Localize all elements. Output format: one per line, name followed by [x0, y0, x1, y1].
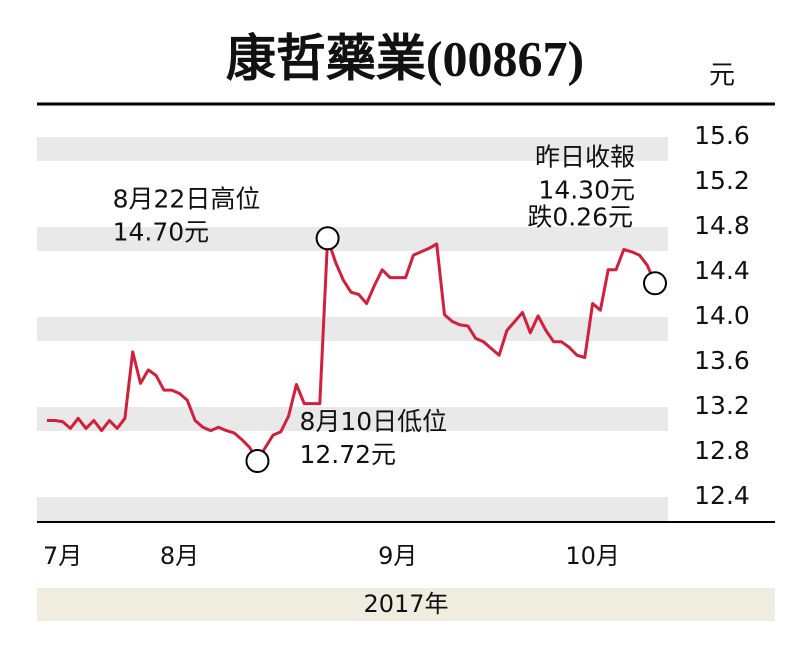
marker: [643, 271, 667, 296]
y-tick-label: 12.4: [694, 481, 750, 510]
annotation: 昨日收報: [535, 142, 635, 171]
grid-band: [37, 227, 668, 251]
x-tick-label: 9月: [378, 542, 417, 570]
price-line: [47, 236, 657, 463]
annotation: 12.72元: [299, 440, 396, 469]
y-unit: 元: [709, 61, 735, 91]
marker: [315, 226, 340, 251]
y-tick-label: 15.6: [694, 121, 750, 150]
marker: [245, 449, 270, 473]
grid-band: [37, 137, 668, 161]
annotation: 8月22日高位: [113, 184, 261, 213]
grid-band: [37, 317, 668, 341]
y-tick-label: 13.6: [694, 346, 750, 375]
grid-band: [37, 407, 668, 431]
x-axis-label: 2017年: [363, 590, 448, 618]
annotation: 跌0.26元: [527, 202, 633, 231]
annotation: 8月10日低位: [299, 407, 447, 436]
chart-title: 康哲藥業(00867): [226, 30, 584, 86]
annotation: 14.30元: [538, 175, 635, 204]
y-tick-label: 14.0: [694, 301, 750, 330]
y-tick-label: 14.8: [694, 211, 750, 240]
x-label-band: [37, 588, 775, 621]
x-tick-label: 8月: [160, 542, 199, 570]
annotation: 14.70元: [113, 217, 210, 246]
y-tick-label: 15.2: [694, 166, 750, 195]
y-tick-label: 13.2: [694, 391, 750, 420]
x-tick-label: 10月: [565, 542, 620, 570]
x-tick-label: 7月: [43, 542, 82, 570]
y-tick-label: 14.4: [694, 256, 750, 285]
y-tick-label: 12.8: [694, 436, 750, 465]
grid-band: [37, 497, 668, 521]
